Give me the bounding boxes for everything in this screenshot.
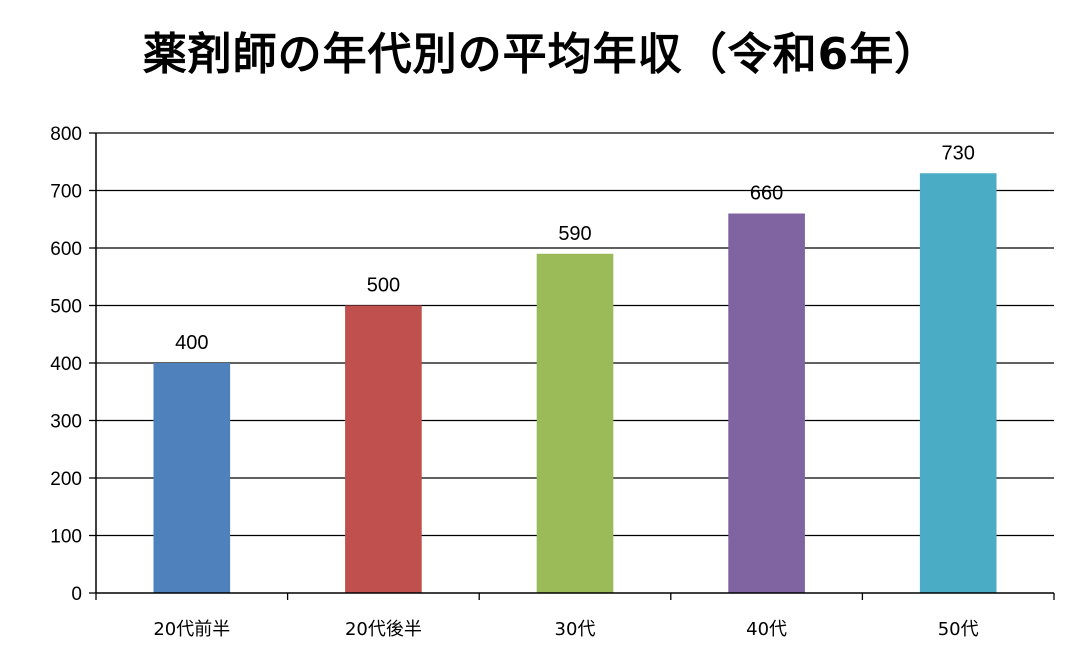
- x-category-label: 30代: [555, 619, 596, 640]
- data-label: 660: [750, 183, 783, 205]
- x-category-label: 50代: [938, 619, 979, 640]
- y-tick-label: 800: [50, 124, 82, 145]
- bar-20代前半: [153, 363, 231, 593]
- data-label: 590: [558, 223, 591, 245]
- bar-40代: [728, 213, 805, 593]
- x-category-label: 20代前半: [153, 619, 230, 640]
- labels: 0 100 200 300 400 500 600 700 800 400 20代前半 500 20代後…: [50, 124, 978, 640]
- y-tick-label: 0: [71, 584, 82, 605]
- bar-30代: [536, 253, 614, 593]
- y-tick-label: 500: [50, 297, 82, 318]
- y-tick-label: 100: [50, 527, 82, 548]
- bars: [153, 173, 997, 593]
- data-label: 500: [367, 275, 400, 297]
- x-category-label: 20代後半: [345, 619, 422, 640]
- axes: [89, 132, 1055, 600]
- data-label: 730: [942, 142, 975, 164]
- y-tick-label: 700: [50, 182, 82, 203]
- x-category-label: 40代: [746, 619, 787, 640]
- bar-50代: [919, 173, 997, 593]
- bar-20代後半: [345, 305, 422, 593]
- y-tick-label: 600: [50, 239, 82, 260]
- y-tick-label: 200: [50, 469, 82, 490]
- y-tick-label: 300: [50, 412, 82, 433]
- y-tick-label: 400: [50, 354, 82, 375]
- chart-title: 薬剤師の年代別の平均年収（令和6年）: [142, 29, 940, 80]
- data-label: 400: [175, 332, 208, 354]
